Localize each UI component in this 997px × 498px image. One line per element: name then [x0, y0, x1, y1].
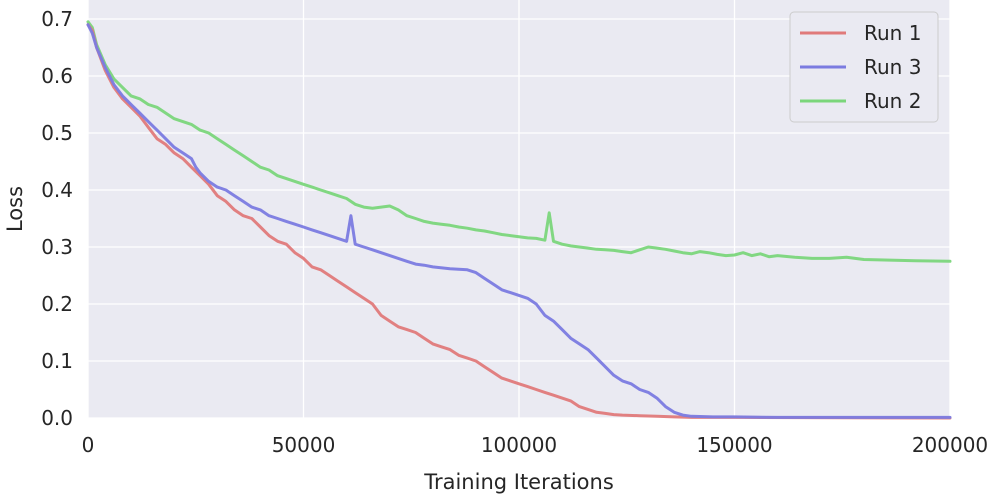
- x-tick-label: 0: [82, 433, 95, 457]
- y-tick-label: 0.0: [41, 406, 73, 430]
- x-tick-label: 150000: [696, 433, 772, 457]
- y-tick-label: 0.2: [41, 292, 73, 316]
- x-tick-label: 50000: [272, 433, 336, 457]
- legend: Run 1 Run 3 Run 2: [789, 11, 939, 123]
- y-tick-label: 0.4: [41, 178, 73, 202]
- x-tick-labels: 0 50000 100000 150000 200000: [82, 433, 989, 457]
- series-line-run-3: [86, 23, 952, 419]
- y-tick-label: 0.7: [41, 7, 73, 31]
- legend-label: Run 3: [864, 55, 921, 79]
- x-tick-label: 100000: [481, 433, 557, 457]
- legend-label: Run 1: [864, 21, 921, 45]
- y-axis-title: Loss: [3, 186, 27, 232]
- x-tick-label: 200000: [912, 433, 988, 457]
- y-tick-label: 0.5: [41, 121, 73, 145]
- series-lines: [86, 20, 952, 420]
- series-line-run-2: [86, 20, 952, 263]
- grid-lines: [87, 0, 951, 419]
- y-tick-labels: 0.0 0.1 0.2 0.3 0.4 0.5 0.6 0.7: [41, 7, 73, 430]
- y-tick-label: 0.3: [41, 235, 73, 259]
- series-line-run-1: [86, 23, 952, 420]
- x-axis-title: Training Iterations: [423, 470, 614, 494]
- y-tick-label: 0.1: [41, 349, 73, 373]
- y-tick-label: 0.6: [41, 64, 73, 88]
- legend-label: Run 2: [864, 89, 921, 113]
- legend-box: [789, 11, 939, 123]
